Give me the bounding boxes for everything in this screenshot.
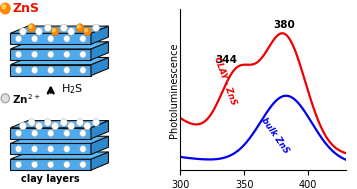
Circle shape [15, 161, 22, 168]
Polygon shape [10, 136, 109, 143]
Circle shape [80, 130, 86, 137]
Circle shape [80, 161, 86, 168]
Circle shape [31, 51, 38, 58]
Circle shape [60, 119, 67, 126]
Circle shape [85, 29, 87, 32]
Circle shape [31, 35, 38, 42]
Circle shape [80, 35, 86, 42]
Circle shape [2, 5, 6, 9]
Circle shape [47, 161, 54, 168]
Circle shape [28, 24, 35, 32]
Circle shape [84, 27, 91, 36]
Circle shape [31, 161, 38, 168]
Text: bulk ZnS: bulk ZnS [260, 116, 291, 156]
Polygon shape [91, 136, 109, 154]
Circle shape [52, 29, 55, 32]
Circle shape [47, 67, 54, 74]
Circle shape [64, 146, 70, 152]
Text: ZnS: ZnS [12, 2, 40, 15]
Y-axis label: Photoluminescence: Photoluminescence [169, 42, 179, 138]
Polygon shape [91, 42, 109, 60]
Circle shape [68, 28, 75, 35]
Circle shape [44, 119, 51, 126]
Polygon shape [10, 33, 91, 44]
Circle shape [31, 130, 38, 137]
Polygon shape [10, 143, 91, 154]
Circle shape [64, 67, 70, 74]
Polygon shape [10, 121, 109, 128]
Circle shape [19, 122, 26, 130]
Polygon shape [10, 42, 109, 49]
Circle shape [80, 67, 86, 74]
Circle shape [35, 122, 42, 130]
Circle shape [15, 51, 22, 58]
Circle shape [47, 130, 54, 137]
Circle shape [19, 28, 26, 35]
Circle shape [84, 122, 91, 130]
Circle shape [1, 94, 9, 103]
Polygon shape [10, 57, 109, 65]
Text: CLAY - ZnS: CLAY - ZnS [212, 56, 238, 106]
Circle shape [76, 119, 84, 126]
Circle shape [15, 130, 22, 137]
Circle shape [60, 24, 67, 32]
Polygon shape [10, 152, 109, 159]
Text: H$_2$S: H$_2$S [61, 82, 84, 96]
Circle shape [31, 146, 38, 152]
Circle shape [0, 3, 10, 14]
Polygon shape [10, 159, 91, 170]
Polygon shape [91, 121, 109, 139]
Text: 344: 344 [215, 55, 237, 65]
Circle shape [77, 25, 80, 28]
Polygon shape [10, 49, 91, 60]
Polygon shape [10, 26, 109, 33]
Circle shape [80, 146, 86, 152]
Polygon shape [10, 65, 91, 76]
Polygon shape [91, 57, 109, 76]
Circle shape [92, 119, 100, 126]
Circle shape [28, 119, 35, 126]
Text: 380: 380 [273, 19, 295, 29]
Circle shape [51, 27, 59, 36]
Polygon shape [91, 152, 109, 170]
Circle shape [15, 35, 22, 42]
Circle shape [64, 161, 70, 168]
Circle shape [35, 28, 42, 35]
Text: clay layers: clay layers [21, 174, 80, 184]
Circle shape [64, 130, 70, 137]
Circle shape [80, 51, 86, 58]
Circle shape [76, 24, 84, 32]
Circle shape [15, 67, 22, 74]
Polygon shape [10, 128, 91, 139]
Circle shape [44, 24, 51, 32]
Circle shape [68, 122, 75, 130]
Circle shape [47, 51, 54, 58]
Polygon shape [91, 26, 109, 44]
Circle shape [47, 146, 54, 152]
Circle shape [92, 24, 100, 32]
Circle shape [47, 35, 54, 42]
Circle shape [15, 146, 22, 152]
Circle shape [29, 25, 32, 28]
Circle shape [64, 51, 70, 58]
Circle shape [64, 35, 70, 42]
Text: Zn$^{2+}$: Zn$^{2+}$ [12, 92, 40, 106]
Circle shape [52, 122, 59, 130]
Circle shape [31, 67, 38, 74]
